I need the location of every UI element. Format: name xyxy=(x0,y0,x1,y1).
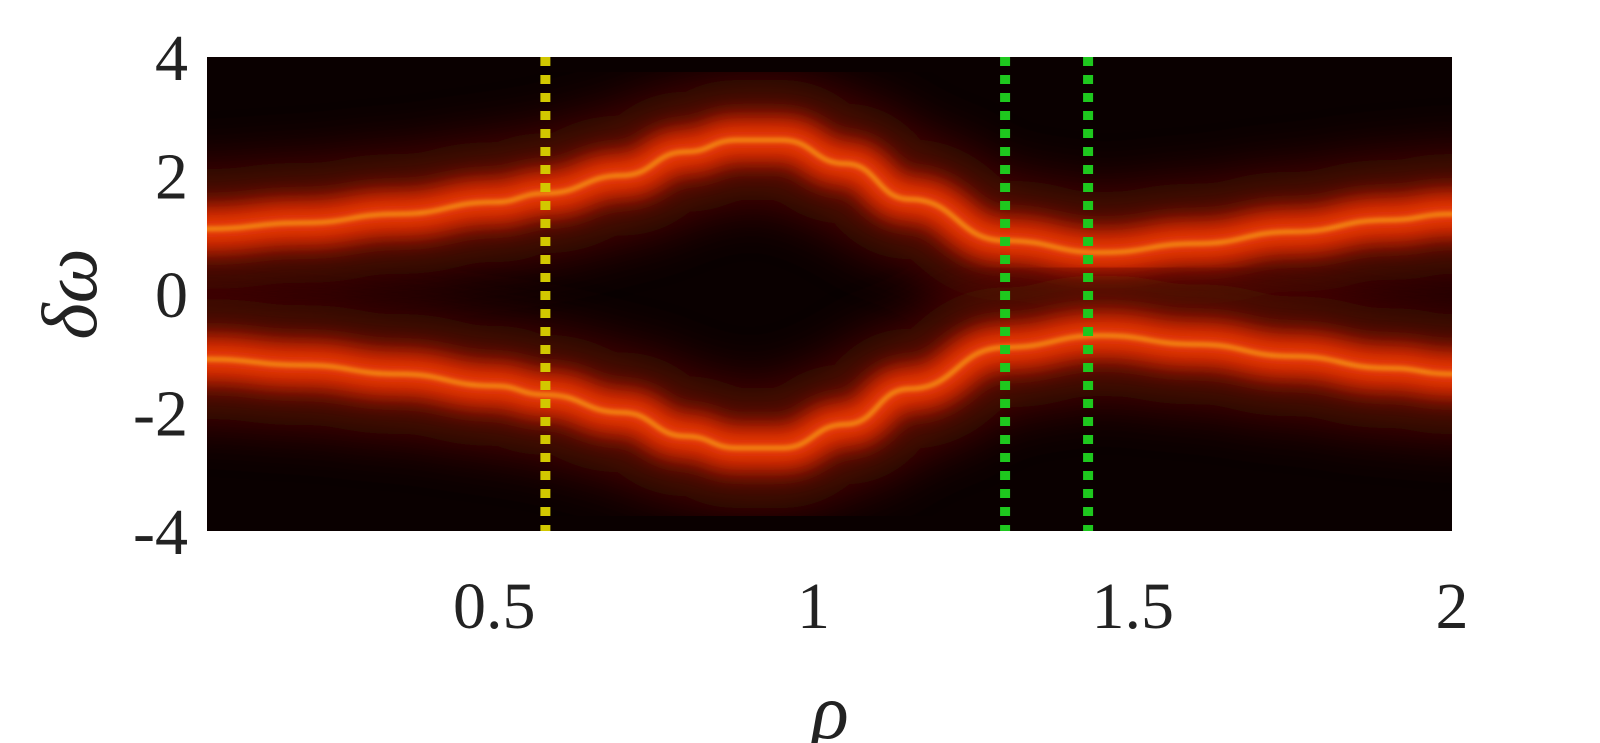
x-tick-labels: 0.5 1 1.5 2 xyxy=(453,570,1468,643)
y-tick-label: 4 xyxy=(155,22,188,95)
y-tick-labels: -4 -2 0 2 4 xyxy=(133,22,188,569)
heatmap-ridge-lower xyxy=(207,275,1452,509)
x-tick-label: 0.5 xyxy=(453,570,536,643)
ridge-core xyxy=(207,333,1452,450)
y-tick-label: -2 xyxy=(133,378,188,451)
y-tick-label: 0 xyxy=(155,259,188,332)
x-axis-label: ρ xyxy=(809,668,848,743)
vertical-lines xyxy=(540,57,1094,531)
y-tick-label: -4 xyxy=(133,496,188,569)
x-tick-label: 2 xyxy=(1436,570,1469,643)
heatmap-ridge-upper xyxy=(207,79,1452,313)
y-tick-label: 2 xyxy=(155,141,188,214)
heatmap-layer xyxy=(207,79,1452,509)
x-tick-label: 1 xyxy=(797,570,830,643)
ridge-core xyxy=(207,138,1452,255)
x-tick-label: 1.5 xyxy=(1092,570,1175,643)
y-axis-label: δω xyxy=(26,248,113,339)
